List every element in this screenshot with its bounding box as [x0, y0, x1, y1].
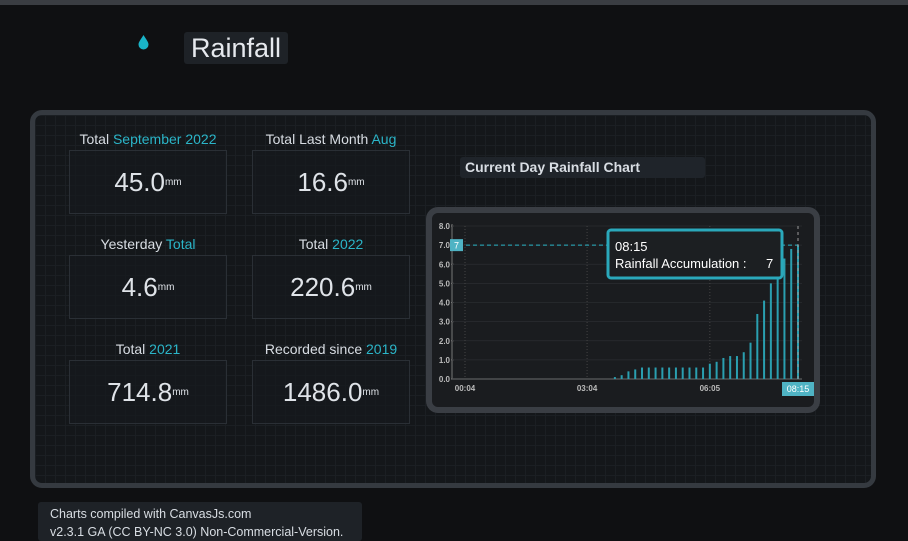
- bar: [722, 357, 725, 379]
- bar: [688, 367, 691, 379]
- y-tick-label: 0.0: [439, 375, 451, 384]
- label-text: Total: [115, 341, 146, 357]
- bar: [783, 258, 786, 379]
- footer-line: v2.3.1 GA (CC BY-NC 3.0) Non-Commercial-…: [50, 525, 344, 539]
- label-accent: September 2022: [112, 131, 217, 147]
- bar: [641, 367, 644, 379]
- bar: [742, 352, 745, 379]
- tooltip-time: 08:15: [615, 239, 648, 254]
- label-text: Total Last Month: [265, 131, 369, 147]
- stat-value: 220.6: [290, 272, 356, 302]
- stat-unit: mm: [157, 282, 175, 293]
- chart-title: Current Day Rainfall Chart: [460, 157, 705, 178]
- stat-value: 16.6: [297, 167, 348, 197]
- top-bar: [0, 0, 908, 5]
- crosshair-y-label: 7: [454, 241, 459, 251]
- footer: Charts compiled with CanvasJs.com v2.3.1…: [38, 502, 362, 541]
- y-tick-label: 5.0: [439, 279, 451, 288]
- card-label: Total 2022: [252, 236, 410, 252]
- stat-value: 45.0: [114, 167, 165, 197]
- bar: [708, 363, 711, 379]
- stat-card: 1486.0mm: [252, 360, 410, 424]
- bar: [756, 313, 759, 379]
- crosshair-x-label-bg: [782, 382, 814, 396]
- bar: [647, 367, 650, 379]
- card-label: Total 2021: [69, 341, 227, 357]
- y-tick-label: 4.0: [439, 299, 451, 308]
- bar: [715, 361, 718, 379]
- card-label: Yesterday Total: [69, 236, 227, 252]
- tooltip-label: Rainfall Accumulation :: [615, 256, 747, 271]
- bar: [749, 342, 752, 379]
- label-text: Yesterday: [100, 236, 163, 252]
- bar: [735, 356, 738, 379]
- y-tick-label: 3.0: [439, 318, 451, 327]
- bar: [634, 369, 637, 379]
- bar: [702, 367, 705, 379]
- bar: [668, 367, 671, 379]
- y-tick-label: 6.0: [439, 260, 451, 269]
- y-tick-label: 7.0: [439, 241, 451, 250]
- x-tick-label: 00:04: [455, 384, 476, 393]
- stat-value: 714.8: [107, 377, 173, 407]
- stat-unit: mm: [164, 177, 182, 188]
- stat-unit: mm: [362, 387, 380, 398]
- bar: [776, 269, 779, 379]
- bar: [627, 371, 630, 379]
- stat-card: 16.6mm: [252, 150, 410, 214]
- stat-card: 4.6mm: [69, 255, 227, 319]
- label-accent: 2019: [366, 341, 398, 357]
- card-label: Recorded since 2019: [252, 341, 410, 357]
- y-tick-label: 8.0: [439, 222, 451, 231]
- stat-card: 714.8mm: [69, 360, 227, 424]
- bar: [695, 367, 698, 379]
- footer-line: Charts compiled with CanvasJs.com: [50, 507, 252, 521]
- x-tick-label: 06:05: [700, 384, 721, 393]
- label-text: Total: [79, 131, 110, 147]
- stat-value: 4.6: [121, 272, 158, 302]
- bar: [769, 283, 772, 379]
- stat-card: 45.0mm: [69, 150, 227, 214]
- bar: [613, 377, 616, 379]
- card-label: Total September 2022: [69, 131, 227, 147]
- y-tick-label: 1.0: [439, 356, 451, 365]
- card-label: Total Last Month Aug: [252, 131, 410, 147]
- bar: [763, 300, 766, 379]
- stat-unit: mm: [172, 387, 189, 398]
- label-text: Total: [298, 236, 329, 252]
- stat-unit: mm: [355, 282, 372, 293]
- bar: [654, 367, 657, 379]
- stat-unit: mm: [347, 177, 365, 188]
- x-tick-label: 03:04: [577, 384, 598, 393]
- label-accent: Total: [165, 236, 196, 252]
- page-title: Rainfall: [184, 32, 288, 64]
- chart: 0.0 1.0 2.0 3.0 4.0 5.0 6.0 7.0 8.0 00:04 03:04 06:…: [439, 222, 814, 396]
- label-accent: 2021: [149, 341, 181, 357]
- bar: [620, 375, 623, 379]
- drop-icon: [138, 35, 149, 50]
- tooltip-box: [606, 228, 784, 280]
- y-tick-label: 2.0: [439, 337, 451, 346]
- bar: [790, 248, 793, 379]
- bar: [674, 367, 677, 379]
- bar: [661, 367, 664, 379]
- label-text: Recorded since: [264, 341, 363, 357]
- tooltip-value: 7: [766, 256, 773, 271]
- bar: [729, 356, 732, 379]
- label-accent: Aug: [371, 131, 397, 147]
- label-accent: 2022: [332, 236, 364, 252]
- crosshair-x-label: 08:15: [787, 384, 810, 394]
- stat-card: 220.6mm: [252, 255, 410, 319]
- stat-value: 1486.0: [282, 377, 363, 407]
- crosshair-y-label-bg: [450, 239, 463, 252]
- bar: [681, 367, 684, 379]
